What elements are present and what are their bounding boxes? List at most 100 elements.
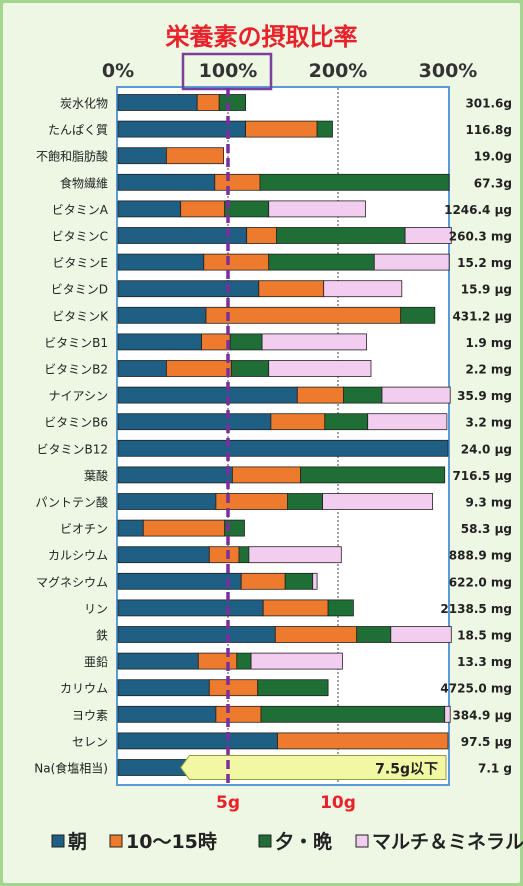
amount-label: 97.5 μg bbox=[461, 735, 512, 749]
legend-swatch bbox=[355, 834, 369, 848]
amount-label: 9.3 mg bbox=[465, 496, 512, 510]
bar-segment bbox=[214, 173, 261, 191]
category-label: ビタミンB12 bbox=[36, 442, 108, 456]
bar-segment bbox=[323, 280, 403, 298]
category-label: マグネシウム bbox=[36, 575, 108, 589]
category-label: ビタミンD bbox=[51, 283, 108, 297]
bar-segment bbox=[117, 147, 167, 165]
bar-segment bbox=[367, 413, 448, 431]
category-label: ナイアシン bbox=[48, 389, 108, 403]
legend-swatch bbox=[51, 834, 65, 848]
x-tick-label: 200% bbox=[309, 60, 368, 82]
category-label: パントテン酸 bbox=[35, 495, 108, 510]
legend-label: 朝 bbox=[68, 831, 87, 853]
category-label: ビタミンC bbox=[52, 230, 108, 244]
amount-label: 888.9 mg bbox=[449, 549, 512, 563]
bar-segment bbox=[208, 546, 240, 564]
bar-segment bbox=[117, 306, 207, 324]
bar-segment bbox=[117, 386, 298, 404]
x-tick-label: 300% bbox=[419, 60, 478, 82]
bar-segment bbox=[268, 253, 375, 271]
amount-label: 15.9 μg bbox=[461, 283, 512, 297]
amount-label: 58.3 μg bbox=[461, 522, 512, 536]
bar-segment bbox=[117, 626, 276, 643]
bar-segment bbox=[262, 599, 329, 617]
bar-segment bbox=[390, 626, 452, 643]
amount-label: 19.0g bbox=[474, 150, 512, 164]
amount-label: 716.5 μg bbox=[452, 469, 512, 483]
bar-segment bbox=[230, 360, 270, 377]
bar-segment bbox=[229, 333, 263, 351]
bar-segment bbox=[215, 705, 262, 723]
bar-segment bbox=[117, 732, 278, 750]
bar-segment bbox=[117, 546, 210, 564]
bar-segment bbox=[356, 626, 392, 643]
bar-segment bbox=[117, 679, 210, 697]
bar-segment bbox=[261, 333, 368, 351]
amount-label: 67.3g bbox=[474, 176, 512, 190]
bar-segment bbox=[165, 147, 224, 165]
amount-label: 1246.4 μg bbox=[444, 203, 512, 217]
bar-segment bbox=[201, 333, 231, 351]
bar-segment bbox=[322, 493, 434, 510]
bar-segment bbox=[248, 546, 342, 564]
bar-segment bbox=[300, 466, 446, 484]
amount-label: 2.2 mg bbox=[465, 363, 512, 377]
category-label: 炭水化物 bbox=[60, 97, 108, 111]
bar-segment bbox=[284, 572, 314, 590]
legend-swatch bbox=[109, 834, 123, 848]
category-label: 不飽和脂肪酸 bbox=[36, 149, 108, 164]
bar-segment bbox=[444, 705, 451, 723]
bar-segment bbox=[117, 652, 199, 670]
bar-segment bbox=[316, 120, 333, 138]
bar-segment bbox=[142, 519, 226, 537]
bar-segment bbox=[373, 253, 450, 271]
bar-segment bbox=[231, 466, 301, 484]
bar-segment bbox=[117, 173, 216, 191]
bar-segment bbox=[224, 200, 270, 218]
bar-segment bbox=[236, 652, 252, 670]
bar-segment bbox=[117, 200, 182, 218]
bar-segment bbox=[117, 519, 144, 537]
bar-segment bbox=[197, 652, 238, 670]
bar-segment bbox=[270, 413, 326, 431]
bottom-label: 5g bbox=[216, 793, 240, 813]
category-label: 食物繊維 bbox=[60, 175, 108, 190]
amount-label: 116.8g bbox=[465, 123, 512, 137]
chart-title: 栄養素の摂取比率 bbox=[165, 23, 358, 51]
category-label: カリウム bbox=[60, 682, 108, 696]
na-limit-arrow bbox=[180, 755, 447, 780]
bar-segment bbox=[117, 94, 198, 111]
bar-segment bbox=[400, 306, 436, 324]
bar-segment bbox=[324, 413, 369, 431]
bar-segment bbox=[245, 120, 318, 138]
x-tick-label: 0% bbox=[102, 60, 134, 82]
bar-segment bbox=[259, 173, 450, 191]
category-label: リン bbox=[84, 602, 108, 616]
category-label: ビタミンB6 bbox=[44, 416, 108, 430]
bar-segment bbox=[165, 360, 232, 377]
na-limit-note: 7.5g以下 bbox=[375, 762, 438, 778]
bar-segment bbox=[208, 679, 259, 697]
bar-segment bbox=[117, 493, 217, 510]
category-label: ビタミンB1 bbox=[44, 336, 108, 350]
amount-label: 15.2 mg bbox=[457, 256, 512, 270]
bar-segment bbox=[246, 227, 277, 244]
bar-segment bbox=[240, 572, 286, 590]
bottom-label: 10g bbox=[320, 793, 356, 813]
amount-label: 4725.0 mg bbox=[440, 682, 512, 696]
category-label: たんぱく質 bbox=[48, 122, 108, 137]
legend-label: 10〜15時 bbox=[126, 831, 217, 853]
amount-label: 2138.5 mg bbox=[440, 602, 512, 616]
bar-segment bbox=[312, 572, 318, 590]
amount-label: 24.0 μg bbox=[461, 442, 512, 456]
amount-label: 301.6g bbox=[465, 97, 512, 111]
category-label: ビタミンK bbox=[52, 309, 109, 323]
legend-label: マルチ＆ミネラル bbox=[372, 831, 523, 853]
amount-label: 13.3 mg bbox=[457, 655, 512, 669]
amount-label: 384.9 μg bbox=[452, 708, 512, 722]
bar-segment bbox=[274, 626, 358, 643]
bar-segment bbox=[343, 386, 383, 404]
amount-label: 1.9 mg bbox=[465, 336, 512, 350]
category-label: ビオチン bbox=[60, 522, 108, 536]
